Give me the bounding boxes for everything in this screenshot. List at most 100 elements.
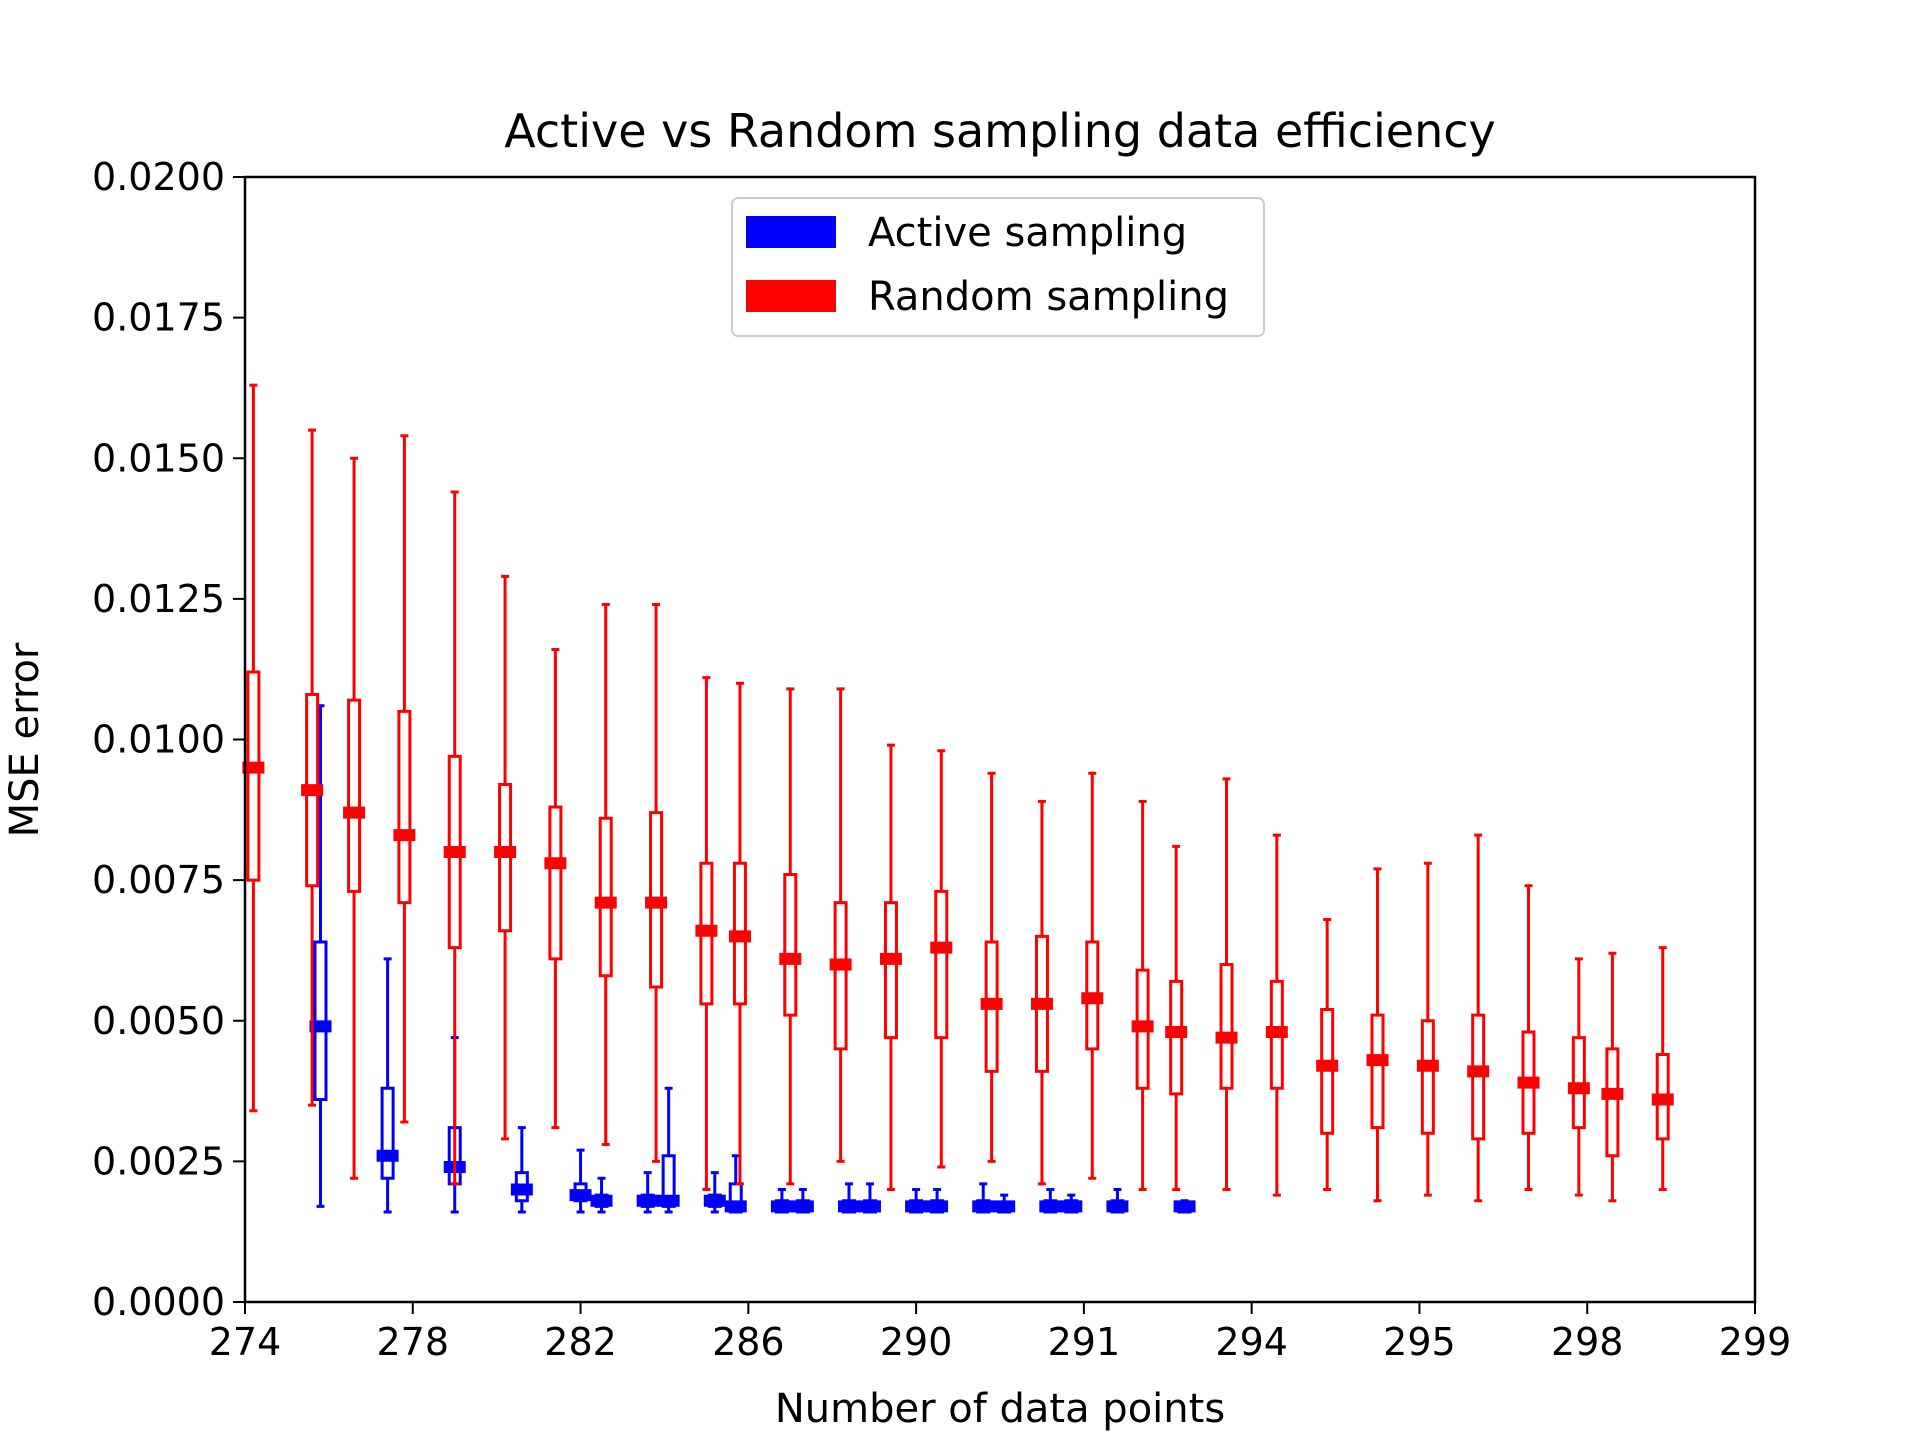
active-box xyxy=(791,1188,814,1214)
chart-title: Active vs Random sampling data efficienc… xyxy=(504,104,1496,158)
random-median-marker xyxy=(594,896,617,909)
random-box xyxy=(1081,771,1104,1180)
y-tick-label: 0.0125 xyxy=(92,577,225,621)
random-median-marker xyxy=(301,784,324,797)
active-box xyxy=(858,1182,881,1214)
active-box xyxy=(838,1182,860,1214)
random-iqr-box xyxy=(934,889,949,1040)
random-median-marker xyxy=(443,846,466,858)
legend-frame xyxy=(731,197,1265,337)
y-axis: 0.0000 0.0025 0.0050 0.0075 0.0100 0.0125 0.01… xyxy=(92,155,245,1324)
random-median-marker xyxy=(343,806,366,819)
active-box xyxy=(590,1176,613,1214)
random-iqr-box xyxy=(246,670,261,882)
random-box xyxy=(343,456,366,1180)
y-tick-label: 0.0175 xyxy=(92,296,225,340)
random-iqr-box xyxy=(1219,963,1234,1090)
random-iqr-box xyxy=(783,873,798,1017)
x-tick-label: 290 xyxy=(880,1320,953,1364)
active-median-marker xyxy=(703,1194,726,1207)
active-box xyxy=(636,1171,659,1214)
x-tick-label: 295 xyxy=(1383,1320,1456,1364)
x-axis: 274 278 282 286 290 291 294 295 298 299 xyxy=(209,1302,1791,1364)
plot-background xyxy=(245,177,1755,1302)
active-median-marker xyxy=(1173,1200,1196,1213)
y-tick-label: 0.0025 xyxy=(92,1139,225,1183)
active-median-marker xyxy=(1060,1200,1083,1213)
random-box xyxy=(1567,957,1590,1197)
x-tick-label: 282 xyxy=(544,1320,617,1364)
random-box xyxy=(1265,833,1288,1197)
random-median-marker xyxy=(779,952,802,965)
active-median-marker xyxy=(376,1149,399,1162)
random-box xyxy=(494,574,517,1141)
active-box xyxy=(376,957,399,1214)
active-iqr-box xyxy=(380,1086,395,1180)
active-box xyxy=(1106,1188,1129,1214)
active-box xyxy=(993,1193,1016,1214)
random-box xyxy=(829,687,852,1163)
active-box xyxy=(657,1086,680,1214)
active-box xyxy=(510,1126,533,1214)
random-median-marker xyxy=(829,958,852,971)
active-box xyxy=(1060,1193,1083,1214)
legend: Active sampling Random sampling xyxy=(731,197,1265,337)
x-tick-label: 274 xyxy=(209,1320,282,1364)
random-iqr-box xyxy=(883,901,898,1040)
random-box xyxy=(645,603,668,1163)
active-median-marker xyxy=(791,1200,814,1213)
random-box xyxy=(1165,844,1188,1191)
y-tick-label: 0.0200 xyxy=(92,155,225,199)
random-box xyxy=(393,434,416,1124)
x-tick-label: 294 xyxy=(1215,1320,1288,1364)
random-median-marker xyxy=(1416,1059,1439,1072)
x-axis-label: Number of data points xyxy=(775,1386,1225,1432)
legend-label-random: Random sampling xyxy=(868,274,1229,320)
random-box xyxy=(930,749,953,1169)
legend-swatch-random xyxy=(746,280,836,312)
active-box xyxy=(972,1182,995,1214)
active-box xyxy=(569,1148,592,1214)
random-box xyxy=(1316,918,1339,1191)
active-box xyxy=(1173,1199,1196,1214)
random-iqr-box xyxy=(347,698,362,893)
random-box xyxy=(1651,946,1674,1191)
random-box xyxy=(1467,833,1490,1203)
y-axis-label: MSE error xyxy=(2,642,48,837)
random-box xyxy=(1030,799,1053,1186)
active-median-marker xyxy=(1106,1200,1129,1213)
random-median-marker xyxy=(1651,1093,1674,1106)
random-iqr-box xyxy=(833,901,848,1051)
random-box xyxy=(879,743,902,1191)
y-tick-label: 0.0050 xyxy=(92,999,225,1043)
random-median-marker xyxy=(695,924,718,937)
random-box xyxy=(443,490,466,1186)
random-box xyxy=(728,681,751,1186)
active-median-marker xyxy=(657,1194,680,1207)
x-tick-label: 286 xyxy=(712,1320,785,1364)
random-box xyxy=(1215,777,1238,1191)
random-box xyxy=(1131,799,1154,1191)
random-median-marker xyxy=(494,846,517,858)
random-iqr-box xyxy=(1605,1047,1620,1158)
random-median-marker xyxy=(1567,1082,1590,1095)
active-median-marker xyxy=(905,1200,928,1213)
random-median-marker xyxy=(728,930,751,943)
active-median-marker xyxy=(590,1194,613,1207)
random-median-marker xyxy=(1467,1065,1490,1078)
random-box xyxy=(1517,884,1540,1191)
random-median-marker xyxy=(393,829,416,842)
y-tick-label: 0.0075 xyxy=(92,858,225,902)
random-iqr-box xyxy=(1420,1019,1435,1135)
random-median-marker xyxy=(645,896,668,909)
x-tick-label: 291 xyxy=(1048,1320,1121,1364)
random-median-marker xyxy=(1030,997,1053,1010)
random-box xyxy=(980,771,1003,1163)
random-iqr-box xyxy=(1370,1013,1385,1130)
plot-area xyxy=(242,175,1757,1304)
random-box xyxy=(695,676,718,1191)
x-tick-label: 298 xyxy=(1551,1320,1624,1364)
random-median-marker xyxy=(1265,1026,1288,1038)
active-median-marker xyxy=(993,1200,1016,1213)
y-tick-label: 0.0100 xyxy=(92,718,225,762)
